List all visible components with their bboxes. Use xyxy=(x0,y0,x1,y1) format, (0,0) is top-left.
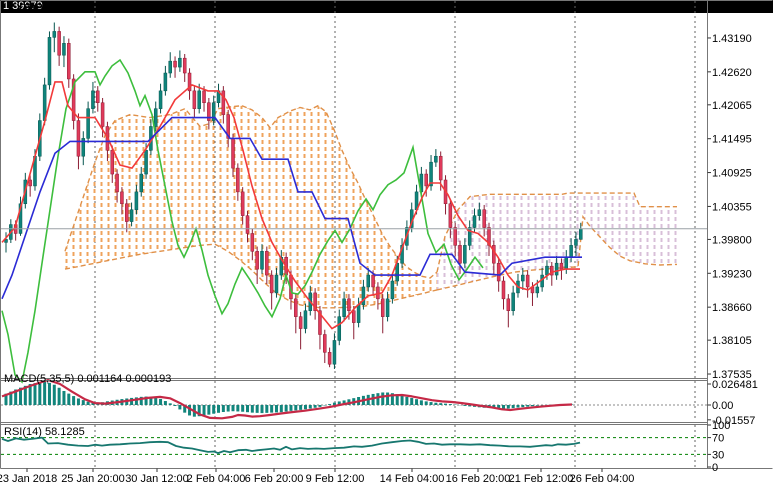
macd-signal-line xyxy=(1,378,573,420)
price-tick-label: 1.39230 xyxy=(712,268,752,280)
rsi-tick-label: 30 xyxy=(712,449,724,461)
time-tick-label: 30 Jan 12:00 xyxy=(125,473,189,485)
time-tick-label: 23 Jan 2018 xyxy=(0,473,57,485)
ichimoku-cloud xyxy=(65,105,437,308)
price-axis[interactable]: 1.43190 1.42620 1.42065 1.41495 1.40925 1.403… xyxy=(707,33,758,474)
rsi-tick-label: 100 xyxy=(712,420,730,432)
main-price-panel[interactable] xyxy=(1,22,707,384)
time-tick-label: 2 Feb 04:00 xyxy=(187,473,246,485)
price-tick-label: 1.40355 xyxy=(712,201,752,213)
kijun-sen-line xyxy=(1,116,582,300)
current-price-badge: 1.39979 xyxy=(0,0,773,13)
macd-tick-label: 0.026481 xyxy=(712,379,758,391)
time-axis[interactable]: 23 Jan 2018 25 Jan 20:00 30 Jan 12:002 Feb… xyxy=(0,468,635,486)
chikou-span-line xyxy=(1,58,484,384)
rsi-line xyxy=(1,436,581,454)
time-tick-label: 21 Feb 12:00 xyxy=(509,473,574,485)
vertical-gridlines xyxy=(94,1,696,467)
symbol-marker-icon: ▼ xyxy=(6,3,15,13)
macd-tick-label: -0.01557 xyxy=(712,415,755,427)
price-tick-label: 1.40925 xyxy=(712,168,752,180)
rsi-tick-label: 0 xyxy=(712,462,718,474)
time-tick-label: 14 Feb 04:00 xyxy=(380,473,445,485)
price-tick-label: 1.41495 xyxy=(712,134,752,146)
symbol-timeframe-label: GBPUSD,H4 xyxy=(18,2,84,14)
macd-panel[interactable] xyxy=(1,378,707,420)
price-tick-label: 1.42065 xyxy=(712,100,752,112)
price-tick-label: 1.37535 xyxy=(712,369,752,381)
macd-tick-label: 0.00 xyxy=(712,400,733,412)
rsi-indicator-label: RSI(14) 58.1285 xyxy=(4,426,85,438)
time-tick-label: 6 Feb 20:00 xyxy=(245,473,304,485)
time-tick-label: 25 Jan 20:00 xyxy=(61,473,125,485)
macd-indicator-label: MACD(5,35,5) 0.001164 0.000193 xyxy=(4,373,172,385)
price-tick-label: 1.43190 xyxy=(712,33,752,45)
ohlc-values: 1.39804 1.40084 1.39804 1.39979 xyxy=(89,2,258,14)
price-tick-label: 1.38105 xyxy=(712,335,752,347)
time-tick-label: 16 Feb 20:00 xyxy=(446,473,511,485)
candlesticks xyxy=(4,22,583,369)
rsi-tick-label: 70 xyxy=(712,433,724,445)
price-tick-label: 1.42620 xyxy=(712,67,752,79)
price-tick-label: 1.39800 xyxy=(712,234,752,246)
chart-header: ▼ GBPUSD,H4 1.39804 1.40084 1.39804 1.399… xyxy=(6,2,257,15)
time-tick-label: 9 Feb 12:00 xyxy=(306,473,365,485)
panel-borders xyxy=(0,0,773,469)
time-tick-label: 26 Feb 04:00 xyxy=(570,473,635,485)
price-tick-label: 1.38660 xyxy=(712,302,752,314)
rsi-panel[interactable] xyxy=(1,436,707,455)
tenkan-sen-line xyxy=(1,81,580,330)
